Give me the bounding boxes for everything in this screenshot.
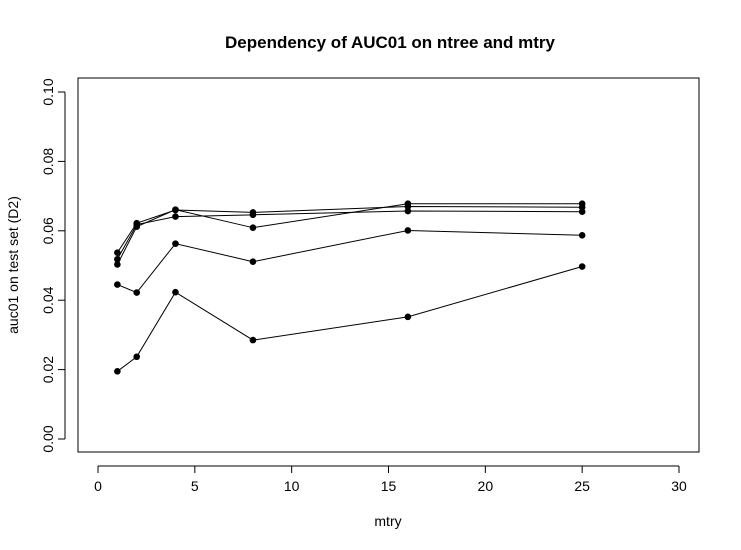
y-tick-label: 0.06 (40, 217, 56, 244)
series-line-2 (117, 229, 583, 294)
y-tick-label: 0.00 (40, 425, 56, 452)
data-point (172, 240, 179, 247)
x-tick-label: 0 (94, 478, 102, 494)
x-axis-label: mtry (374, 513, 401, 529)
chart-title: Dependency of AUC01 on ntree and mtry (225, 33, 556, 52)
data-point (133, 289, 141, 296)
y-tick-label: 0.10 (40, 78, 56, 105)
plot-area (114, 200, 586, 375)
series-line-3 (116, 203, 583, 265)
data-point (133, 219, 141, 227)
data-point (172, 288, 179, 296)
data-point (249, 336, 257, 344)
plot-frame (77, 77, 700, 453)
data-point (114, 249, 121, 256)
y-tick-label: 0.08 (40, 148, 56, 175)
data-point (578, 232, 586, 239)
x-tick-label: 30 (671, 478, 687, 494)
data-point (249, 224, 257, 231)
data-point (404, 207, 412, 215)
series-line-4 (116, 210, 583, 260)
data-point (249, 209, 257, 216)
x-axis: 0 5 10 15 20 25 30 (94, 465, 687, 494)
x-tick-label: 10 (284, 478, 300, 494)
data-point (404, 313, 412, 321)
data-point (578, 263, 586, 270)
y-tick-label: 0.04 (40, 286, 56, 313)
data-point (172, 206, 179, 214)
data-point (114, 261, 121, 268)
y-axis: 0.00 0.02 0.04 0.06 0.08 0.10 (40, 78, 66, 453)
x-tick-label: 15 (381, 478, 397, 494)
data-point (404, 203, 412, 210)
y-axis-label: auc01 on test set (D2) (5, 196, 21, 334)
data-point (578, 203, 586, 211)
x-tick-label: 5 (191, 478, 199, 494)
data-point (404, 227, 412, 234)
data-point (114, 255, 121, 263)
data-point (114, 281, 121, 288)
data-point (114, 368, 121, 375)
data-point (249, 258, 257, 265)
y-tick-label: 0.02 (40, 356, 56, 383)
x-tick-label: 25 (574, 478, 590, 494)
data-point (133, 353, 141, 361)
series-line-5 (116, 206, 583, 253)
x-tick-label: 20 (478, 478, 494, 494)
data-point (172, 213, 179, 220)
series-line-1 (117, 266, 583, 372)
data-point (578, 208, 586, 216)
